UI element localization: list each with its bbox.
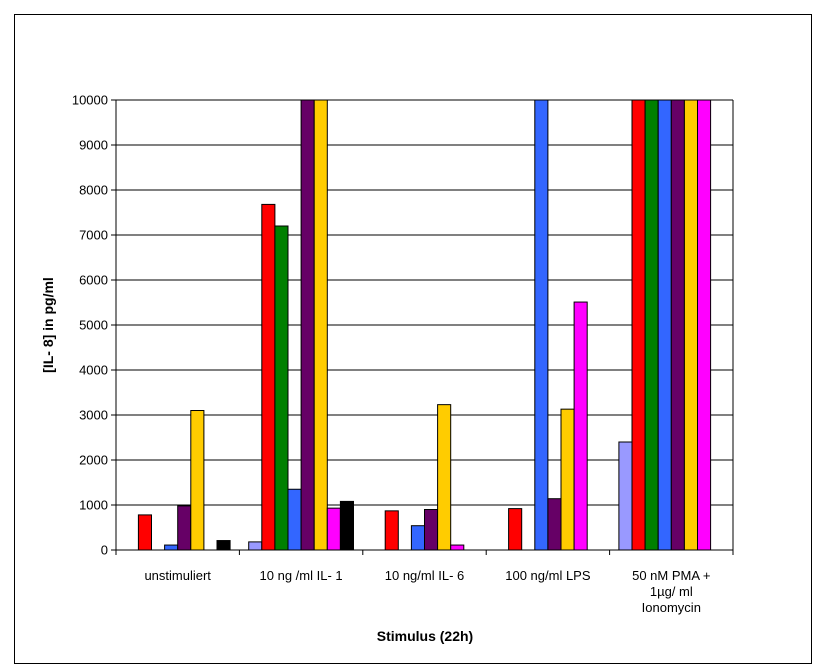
x-category-label: 1µg/ ml bbox=[650, 584, 693, 599]
bar bbox=[261, 203, 276, 551]
bar bbox=[410, 525, 425, 551]
bar bbox=[177, 505, 192, 551]
y-tick-label: 9000 bbox=[79, 138, 108, 153]
y-tick-label: 8000 bbox=[79, 183, 108, 198]
y-tick-label: 10000 bbox=[72, 93, 108, 108]
y-tick-label: 6000 bbox=[79, 273, 108, 288]
bar bbox=[573, 301, 588, 551]
y-tick-label: 7000 bbox=[79, 228, 108, 243]
bar bbox=[339, 500, 354, 551]
x-category-label: 100 ng/ml LPS bbox=[505, 568, 591, 583]
y-tick-label: 4000 bbox=[79, 363, 108, 378]
x-category-label: 10 ng/ml IL- 6 bbox=[385, 568, 465, 583]
bar bbox=[137, 514, 152, 551]
bar bbox=[384, 510, 399, 551]
x-category-label: Ionomycin bbox=[642, 600, 701, 615]
y-tick-label: 0 bbox=[101, 543, 108, 558]
y-tick-label: 1000 bbox=[79, 498, 108, 513]
bar bbox=[631, 99, 646, 551]
y-tick-label: 5000 bbox=[79, 318, 108, 333]
bar bbox=[547, 498, 562, 551]
x-category-label: 10 ng /ml IL- 1 bbox=[260, 568, 343, 583]
y-axis-title: [IL- 8] in pg/ml bbox=[40, 277, 56, 373]
axes bbox=[111, 99, 734, 555]
bar bbox=[508, 508, 523, 551]
y-tick-label: 2000 bbox=[79, 453, 108, 468]
bar bbox=[657, 99, 672, 551]
bar bbox=[644, 99, 659, 551]
bar bbox=[534, 99, 549, 551]
bar bbox=[560, 408, 575, 551]
bar bbox=[670, 99, 685, 551]
bar bbox=[190, 410, 205, 551]
bar bbox=[424, 509, 439, 551]
bar bbox=[618, 441, 633, 551]
bar bbox=[248, 541, 263, 551]
bar bbox=[300, 99, 315, 551]
bar bbox=[216, 540, 231, 551]
x-category-label: unstimuliert bbox=[144, 568, 211, 583]
bar bbox=[683, 99, 699, 551]
bar bbox=[437, 404, 452, 551]
bar bbox=[313, 99, 328, 551]
bar bbox=[164, 544, 179, 551]
bar bbox=[287, 488, 302, 551]
bar bbox=[274, 225, 289, 551]
x-axis-title: Stimulus (22h) bbox=[377, 628, 473, 644]
bar bbox=[326, 507, 341, 551]
x-category-label: 50 nM PMA + bbox=[632, 568, 710, 583]
y-tick-label: 3000 bbox=[79, 408, 108, 423]
bar bbox=[697, 99, 712, 551]
x-category-labels: unstimuliert 10 ng /ml IL- 1 10 ng/ml IL- … bbox=[144, 568, 710, 615]
bar bbox=[450, 544, 465, 551]
y-tick-labels: 0 1000 2000 3000 4000 5000 6000 7000 8000 9000 100… bbox=[72, 93, 108, 558]
